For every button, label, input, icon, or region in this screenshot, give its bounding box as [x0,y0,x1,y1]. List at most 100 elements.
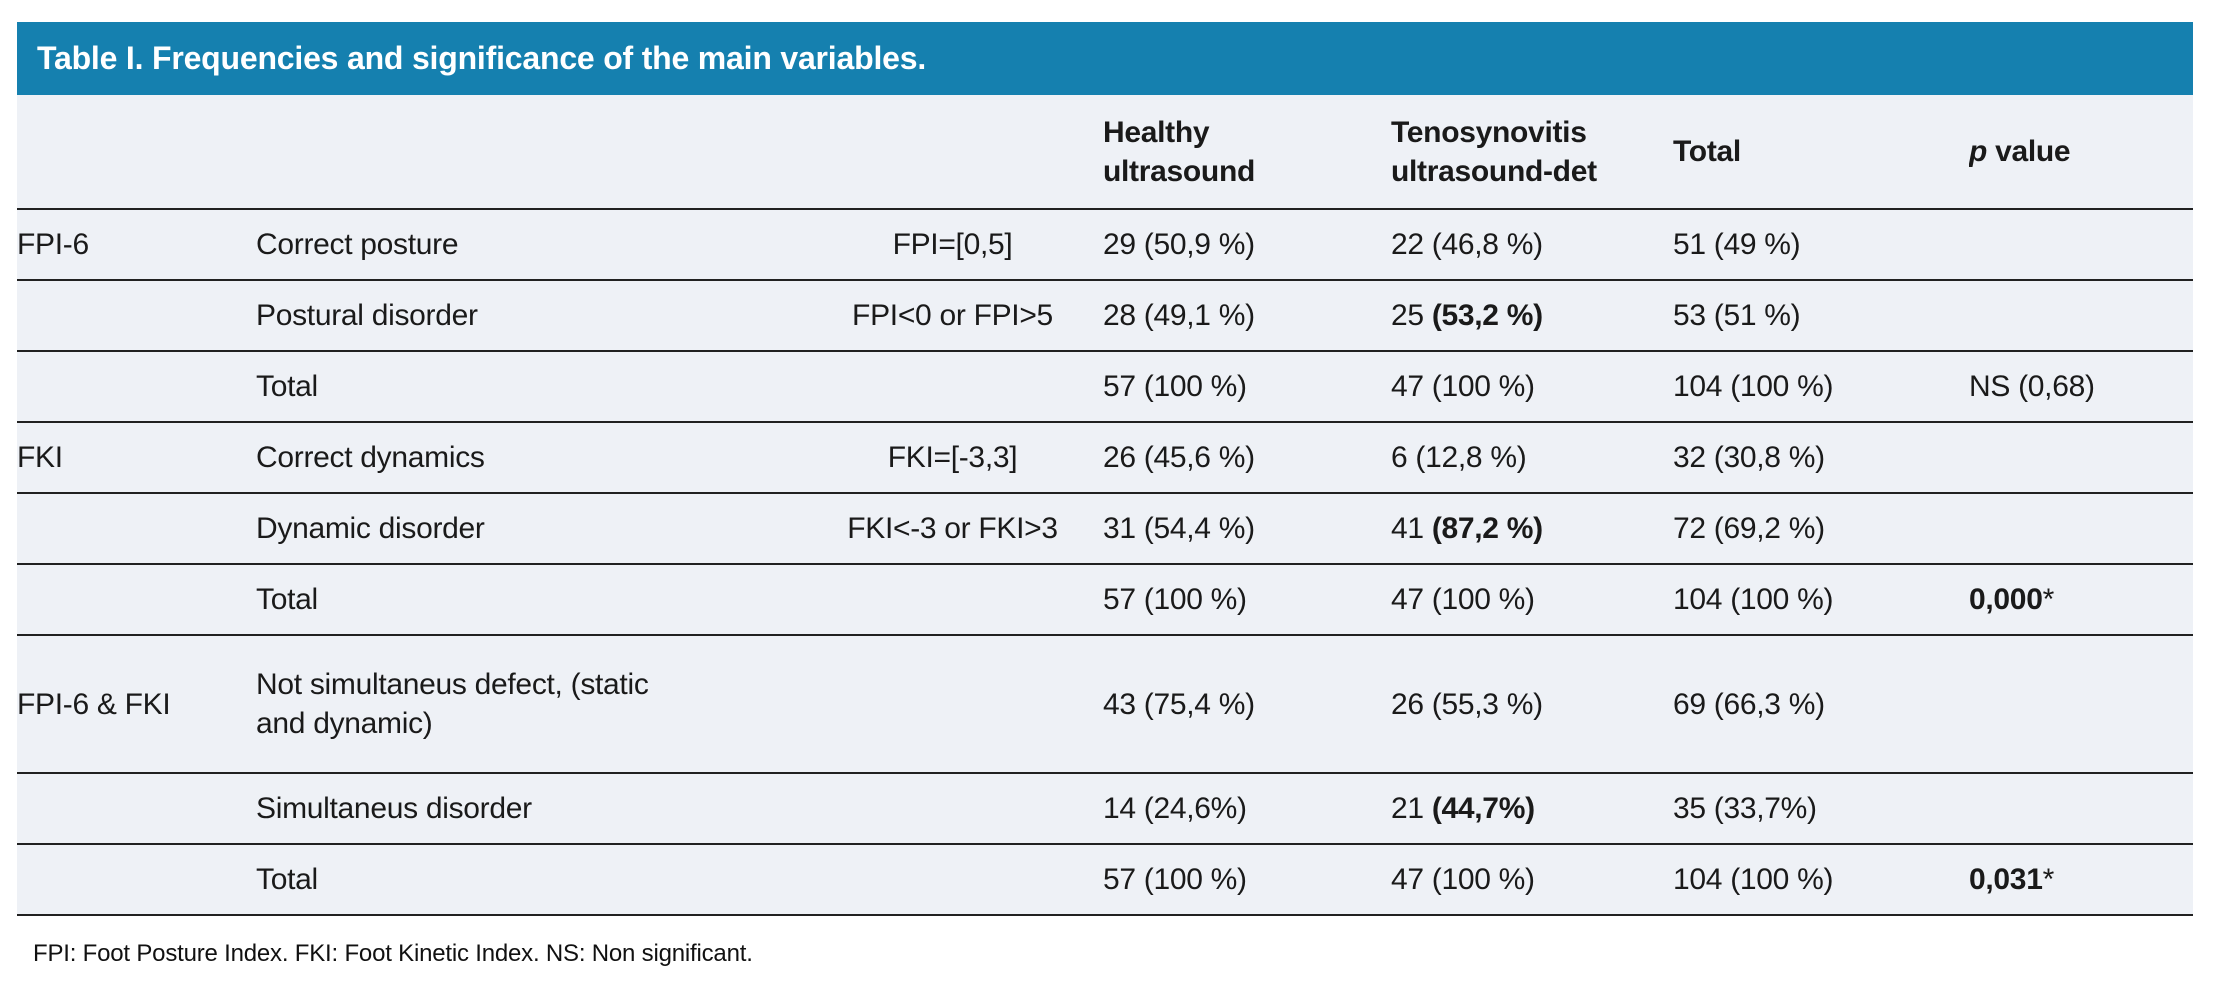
cell-criteria: FKI<-3 or FKI>3 [802,493,1103,565]
table-row: Postural disorder FPI<0 or FPI>5 28 (49,… [17,280,2193,352]
header-empty-criteria [802,95,1103,210]
column-header-healthy: Healthy ultrasound [1103,95,1391,210]
cell-criteria [802,844,1103,916]
table-title: Table I. Frequencies and significance of… [37,40,927,76]
tenos-value: 41 [1391,512,1432,545]
tenos-value: 47 (100 %) [1391,583,1535,616]
cell-criteria: FPI=[0,5] [802,209,1103,281]
table-row: Dynamic disorder FKI<-3 or FKI>3 31 (54,… [17,493,2193,565]
table-row: FPI-6 Correct posture FPI=[0,5] 29 (50,9… [17,209,2193,281]
cell-pvalue [1969,773,2193,845]
cell-label: Not simultaneus defect, (static and dyna… [256,635,802,774]
cell-tenosynovitis: 22 (46,8 %) [1391,209,1673,281]
tenos-value: 22 (46,8 %) [1391,228,1543,261]
cell-healthy: 26 (45,6 %) [1103,422,1391,494]
cell-label: Total [256,351,802,423]
cell-criteria [802,635,1103,774]
cell-healthy: 14 (24,6%) [1103,773,1391,845]
tenos-value: 21 [1391,792,1432,825]
cell-tenosynovitis: 21 (44,7%) [1391,773,1673,845]
cell-pvalue [1969,493,2193,565]
pvalue-p-italic: p [1969,135,1988,168]
table-row: Total 57 (100 %) 47 (100 %) 104 (100 %) … [17,844,2193,916]
cell-total: 104 (100 %) [1673,564,1969,636]
tenos-value: 25 [1391,299,1432,332]
table-row: FKI Correct dynamics FKI=[-3,3] 26 (45,6… [17,422,2193,494]
cell-tenosynovitis: 47 (100 %) [1391,844,1673,916]
cell-healthy: 28 (49,1 %) [1103,280,1391,352]
cell-healthy: 57 (100 %) [1103,844,1391,916]
cell-group [17,844,256,916]
cell-tenosynovitis: 25 (53,2 %) [1391,280,1673,352]
cell-pvalue [1969,635,2193,774]
cell-total: 35 (33,7%) [1673,773,1969,845]
cell-criteria [802,564,1103,636]
cell-total: 32 (30,8 %) [1673,422,1969,494]
cell-pvalue: 0,000* [1969,564,2193,636]
cell-group: FPI-6 & FKI [17,635,256,774]
cell-healthy: 43 (75,4 %) [1103,635,1391,774]
tenos-value-bold: (87,2 %) [1431,512,1543,545]
header-row: Healthy ultrasound Tenosynovitis ultraso… [17,95,2193,210]
header-empty-label [256,95,802,210]
table-row: FPI-6 & FKI Not simultaneus defect, (sta… [17,635,2193,774]
cell-label: Total [256,844,802,916]
tenos-value: 47 (100 %) [1391,863,1535,896]
column-header-tenosynovitis: Tenosynovitis ultrasound-det [1391,95,1673,210]
cell-tenosynovitis: 26 (55,3 %) [1391,635,1673,774]
pvalue-plain: * [2042,583,2055,616]
data-table: Healthy ultrasound Tenosynovitis ultraso… [17,95,2193,916]
tenos-value: 26 (55,3 %) [1391,687,1543,721]
cell-total: 51 (49 %) [1673,209,1969,281]
table-row: Total 57 (100 %) 47 (100 %) 104 (100 %) … [17,564,2193,636]
cell-criteria: FPI<0 or FPI>5 [802,280,1103,352]
table-title-bar: Table I. Frequencies and significance of… [17,22,2193,95]
tenos-value-bold: (53,2 %) [1431,299,1543,332]
cell-total: 72 (69,2 %) [1673,493,1969,565]
cell-tenosynovitis: 47 (100 %) [1391,351,1673,423]
cell-total: 69 (66,3 %) [1673,635,1969,774]
cell-group: FKI [17,422,256,494]
cell-label: Simultaneus disorder [256,773,802,845]
cell-healthy: 57 (100 %) [1103,351,1391,423]
cell-tenosynovitis: 47 (100 %) [1391,564,1673,636]
cell-group [17,564,256,636]
cell-pvalue [1969,280,2193,352]
cell-pvalue: NS (0,68) [1969,351,2193,423]
tenos-value-bold: (44,7%) [1431,792,1535,825]
cell-pvalue [1969,209,2193,281]
tenos-value: 47 (100 %) [1391,370,1535,403]
cell-healthy: 57 (100 %) [1103,564,1391,636]
pvalue-bold: 0,000 [1969,583,2043,616]
cell-group [17,351,256,423]
cell-healthy: 31 (54,4 %) [1103,493,1391,565]
cell-group: FPI-6 [17,209,256,281]
pvalue-rest: value [1987,135,2071,168]
table-row: Simultaneus disorder 14 (24,6%) 21 (44,7… [17,773,2193,845]
cell-criteria: FKI=[-3,3] [802,422,1103,494]
cell-total: 53 (51 %) [1673,280,1969,352]
table-figure: Table I. Frequencies and significance of… [17,22,2193,968]
cell-criteria [802,773,1103,845]
table-row: Total 57 (100 %) 47 (100 %) 104 (100 %) … [17,351,2193,423]
header-empty-group [17,95,256,210]
pvalue-bold: 0,031 [1969,863,2043,896]
cell-label: Correct posture [256,209,802,281]
cell-group [17,493,256,565]
cell-pvalue: 0,031* [1969,844,2193,916]
cell-label: Correct dynamics [256,422,802,494]
cell-group [17,773,256,845]
column-header-total: Total [1673,95,1969,210]
cell-healthy: 29 (50,9 %) [1103,209,1391,281]
cell-label: Total [256,564,802,636]
pvalue-plain: NS (0,68) [1969,370,2095,403]
cell-group [17,280,256,352]
tenos-value: 6 (12,8 %) [1391,441,1527,474]
cell-pvalue [1969,422,2193,494]
cell-total: 104 (100 %) [1673,351,1969,423]
cell-label: Dynamic disorder [256,493,802,565]
cell-tenosynovitis: 41 (87,2 %) [1391,493,1673,565]
pvalue-plain: * [2042,863,2055,896]
cell-tenosynovitis: 6 (12,8 %) [1391,422,1673,494]
cell-label: Postural disorder [256,280,802,352]
